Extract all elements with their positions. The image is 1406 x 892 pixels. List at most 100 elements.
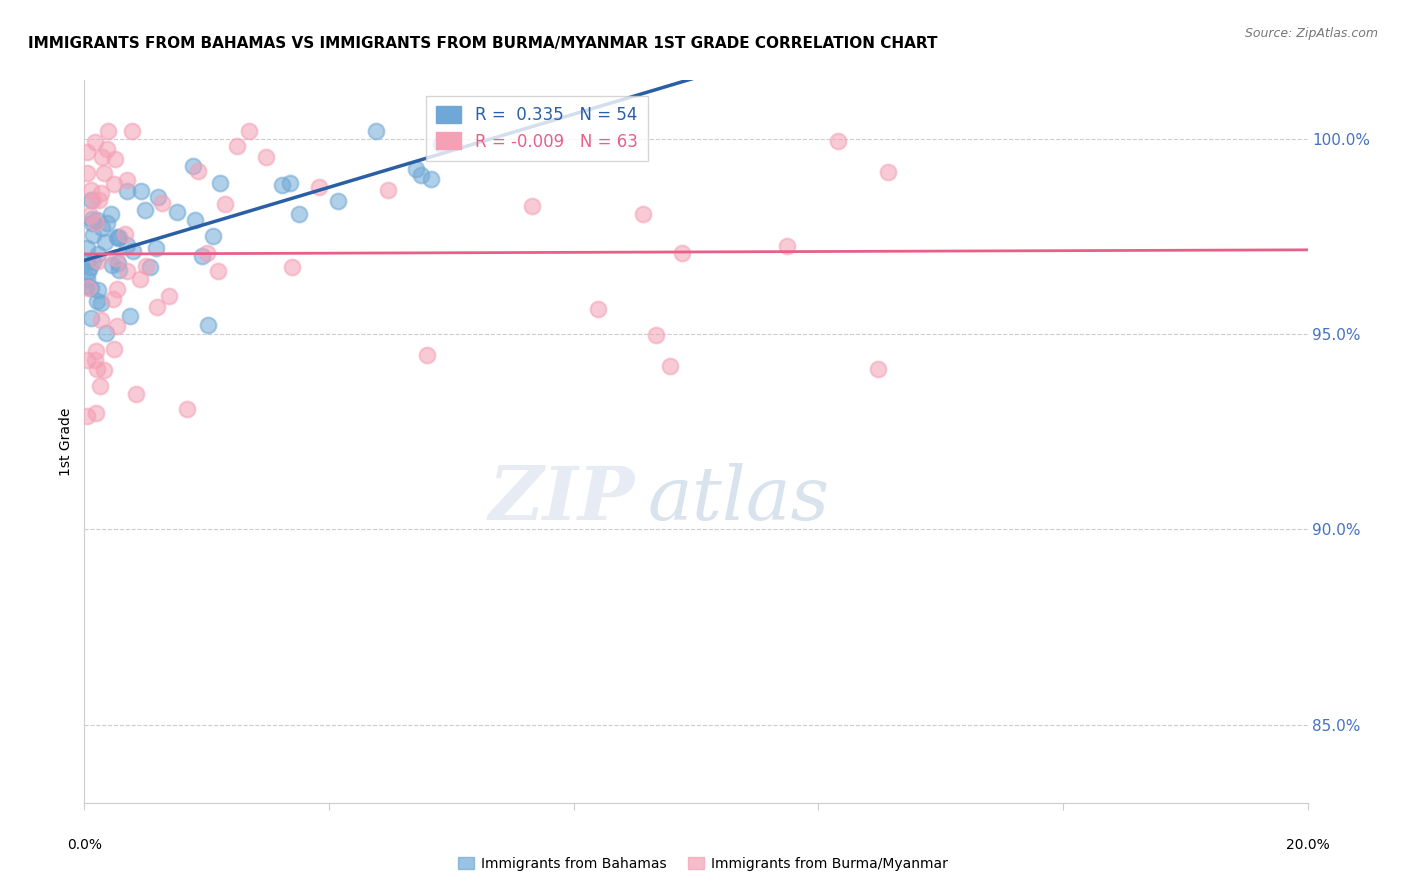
Point [100,258,122,272]
Point [644,327,666,342]
Point [100,207,122,221]
Point [187,164,209,178]
Point [87,194,110,208]
Legend: Immigrants from Bahamas, Immigrants from Burma/Myanmar: Immigrants from Bahamas, Immigrants from… [453,851,953,876]
Point [77,281,100,295]
Point [80,183,103,197]
Point [97,124,120,138]
Point [84,136,107,150]
Point [135,260,157,274]
Text: atlas: atlas [647,463,830,535]
Point [409,168,432,182]
Point [104,252,127,266]
Point [79,208,101,222]
Point [308,180,330,194]
Point [105,282,128,296]
Point [866,362,889,376]
Point [520,199,543,213]
Point [659,359,682,373]
Point [125,387,148,401]
Point [183,159,205,173]
Point [129,184,152,198]
Point [101,292,124,306]
Point [238,124,260,138]
Point [105,318,128,333]
Point [76,241,98,255]
Point [405,161,427,176]
Point [115,173,138,187]
Point [82,228,104,243]
Text: ZIP: ZIP [488,463,636,535]
Point [270,178,292,192]
Point [166,205,188,219]
Point [134,203,156,218]
Point [226,139,249,153]
Point [80,216,103,230]
Point [288,207,311,221]
Point [80,212,103,227]
Point [254,151,277,165]
Point [89,379,111,393]
Point [129,272,152,286]
Point [214,197,236,211]
Point [115,184,138,198]
Legend: R =  0.335   N = 54, R = -0.009   N = 63: R = 0.335 N = 54, R = -0.009 N = 63 [426,95,648,161]
Point [420,171,443,186]
Point [90,296,112,310]
Point [195,246,218,260]
Point [87,254,110,268]
Point [96,142,118,156]
Point [90,312,112,326]
Point [108,262,131,277]
Point [146,300,169,314]
Point [77,265,100,279]
Point [876,165,898,179]
Point [103,342,125,356]
Point [96,216,118,230]
Point [76,353,98,368]
Point [139,260,162,275]
Point [145,241,167,255]
Point [80,193,103,207]
Point [117,264,139,278]
Point [377,183,399,197]
Y-axis label: 1st Grade: 1st Grade [59,408,73,475]
Point [90,220,112,235]
Point [79,260,101,275]
Text: IMMIGRANTS FROM BAHAMAS VS IMMIGRANTS FROM BURMA/MYANMAR 1ST GRADE CORRELATION C: IMMIGRANTS FROM BAHAMAS VS IMMIGRANTS FR… [28,36,938,51]
Point [207,263,229,277]
Point [76,255,98,269]
Point [93,166,115,180]
Point [121,124,143,138]
Point [326,194,349,208]
Point [633,207,655,221]
Point [208,176,231,190]
Text: 0.0%: 0.0% [67,838,101,852]
Point [118,310,141,324]
Point [278,177,301,191]
Point [86,212,108,227]
Point [107,256,129,270]
Text: 20.0%: 20.0% [1285,838,1330,852]
Point [105,230,128,244]
Point [184,213,207,227]
Point [86,247,108,261]
Point [86,294,108,309]
Point [107,231,129,245]
Point [201,228,224,243]
Point [79,310,101,325]
Point [107,230,129,244]
Point [94,326,117,340]
Point [86,361,108,376]
Point [364,124,387,138]
Point [416,347,439,361]
Point [91,150,114,164]
Point [157,288,180,302]
Point [76,409,98,424]
Point [76,145,98,159]
Point [586,301,609,316]
Point [76,272,98,286]
Point [671,246,693,260]
Point [84,343,107,358]
Point [76,166,98,180]
